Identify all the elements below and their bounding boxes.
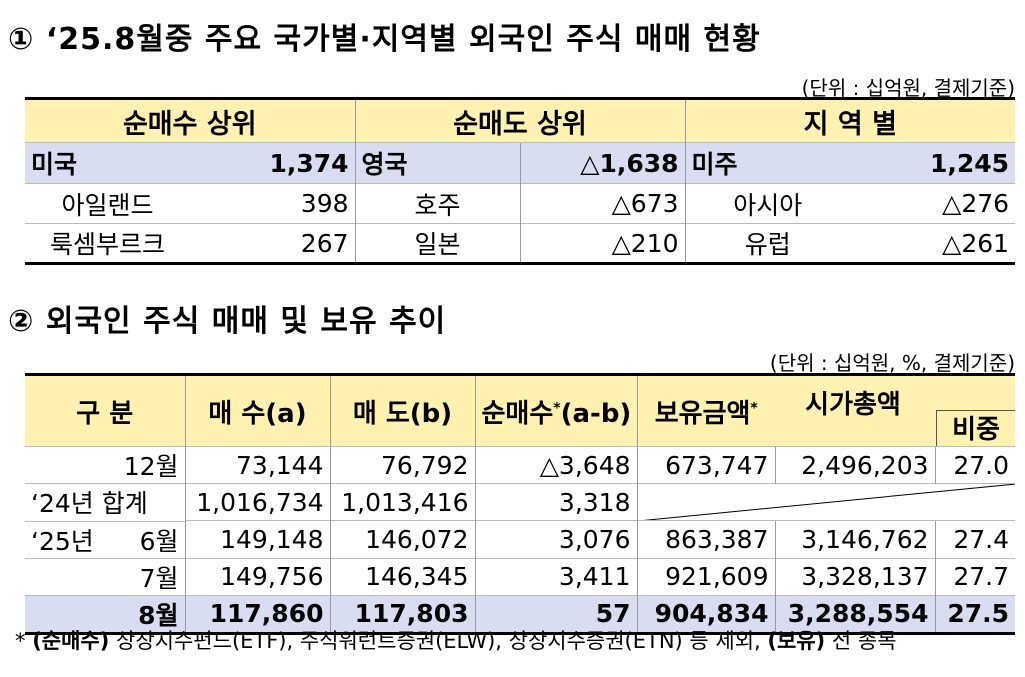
buy-country: 룩셈부르크 [25,223,190,264]
sell-country: 호주 [354,183,521,224]
holding-value: 863,387 [636,520,775,558]
section2-unit: (단위 : 십억원, %, 결제기준) [769,351,1015,375]
market-cap-value: 3,288,554 [774,594,935,633]
footnote-star: * [15,629,26,653]
header-category: 구 분 [25,374,185,447]
region-value: △276 [850,183,1016,224]
footnote-net-buy-label: (순매수) [32,629,110,653]
sell-value: △210 [519,223,686,264]
footnote-text-1: 상장지수펀드(ETF), 주식워런트증권(ELW), 상장지수증권(ETN) 등… [109,629,768,653]
net-value: 3,411 [474,557,637,595]
header-net-buy: 순매수*(a-b) [474,374,637,447]
table-row: 12월 73,144 76,792 △3,648 673,747 2,496,2… [25,446,1015,484]
buy-value: 117,860 [184,594,330,633]
region-value: 1,245 [850,142,1016,184]
header-sell: 매 도(b) [329,374,475,447]
row-label: ‘24년 합계 [25,483,185,521]
buy-value: 1,374 [190,142,356,184]
net-value: 3,318 [474,483,637,521]
net-value: △3,648 [474,446,637,484]
row-label-group: ‘25년 6월 [25,520,185,558]
sell-country: 일본 [354,223,521,264]
table-row: 미국 1,374 영국 △1,638 미주 1,245 [25,142,1016,184]
row-label: 7월 [25,557,185,595]
footnote: * (순매수) 상장지수펀드(ETF), 주식워런트증권(ELW), 상장지수증… [15,625,897,655]
table-row-highlight: 8월 117,860 117,803 57 904,834 3,288,554 … [25,594,1015,633]
region-name: 미주 [684,142,851,184]
ratio-value: 27.4 [934,520,1015,558]
footnote-holding-label: (보유) [767,629,826,653]
sell-value: 76,792 [329,446,475,484]
buy-country: 미국 [25,142,190,184]
header-holding: 보유금액* [636,374,775,447]
region-name: 유럽 [684,223,851,264]
row-label: 12월 [25,446,185,484]
table-row: 룩셈부르크 267 일본 △210 유럽 △261 [25,223,1016,264]
header-region: 지 역 별 [684,98,1016,143]
foreign-trade-trend-table: 구 분 매 수(a) 매 도(b) 순매수*(a-b) 보유금액* 시가총액 비… [25,373,1015,635]
header-market-cap: 시가총액 [805,390,901,420]
holding-value: 904,834 [636,594,775,633]
buy-value: 149,148 [184,520,330,558]
buy-value: 149,756 [184,557,330,595]
table-row: 아일랜드 398 호주 △673 아시아 △276 [25,183,1016,224]
buy-value: 267 [190,223,356,264]
ratio-value: 27.7 [934,557,1015,595]
header-net-buy-top: 순매수 상위 [25,98,356,143]
buy-value: 73,144 [184,446,330,484]
sell-country: 영국 [354,142,521,184]
footnote-text-2: 전 종목 [825,629,897,653]
table-row: 7월 149,756 146,345 3,411 921,609 3,328,1… [25,557,1015,595]
row-label: 6월 [139,526,179,556]
header-market-cap-group: 시가총액 비중 [775,374,1015,447]
sell-value: △673 [519,183,686,224]
country-trade-table: 순매수 상위 순매도 상위 지 역 별 미국 1,374 영국 △1,638 미… [25,97,1016,265]
net-value: 57 [474,594,637,633]
market-cap-value: 3,146,762 [774,520,935,558]
diagonal-line [638,484,1015,521]
ratio-value: 27.0 [934,446,1015,484]
market-cap-value: 3,328,137 [774,557,935,595]
sell-value: 1,013,416 [329,483,475,521]
section1-title: ① ‘25.8월중 주요 국가별·지역별 외국인 주식 매매 현황 [8,22,761,57]
section1-unit: (단위 : 십억원, 결제기준) [801,76,1015,100]
buy-value: 1,016,734 [184,483,330,521]
table-row: ‘24년 합계 1,016,734 1,013,416 3,318 [25,483,1015,521]
header-buy: 매 수(a) [184,374,330,447]
sell-value: 146,072 [329,520,475,558]
buy-value: 398 [190,183,356,224]
header-net-sell-top: 순매도 상위 [354,98,686,143]
sell-value: 117,803 [329,594,475,633]
row-label: 8월 [25,594,185,633]
buy-country: 아일랜드 [25,183,190,224]
sell-value: 146,345 [329,557,475,595]
region-value: △261 [850,223,1016,264]
net-value: 3,076 [474,520,637,558]
empty-merged-cell [636,483,1015,521]
section2-title: ② 외국인 주식 매매 및 보유 추이 [8,304,447,339]
row-label-prefix: ‘25년 [31,526,94,556]
region-name: 아시아 [684,183,851,224]
holding-value: 673,747 [636,446,775,484]
market-cap-value: 2,496,203 [774,446,935,484]
holding-value: 921,609 [636,557,775,595]
header-ratio: 비중 [936,410,1015,447]
sell-value: △1,638 [519,142,686,184]
ratio-value: 27.5 [934,594,1015,633]
table-row: ‘25년 6월 149,148 146,072 3,076 863,387 3,… [25,520,1015,558]
